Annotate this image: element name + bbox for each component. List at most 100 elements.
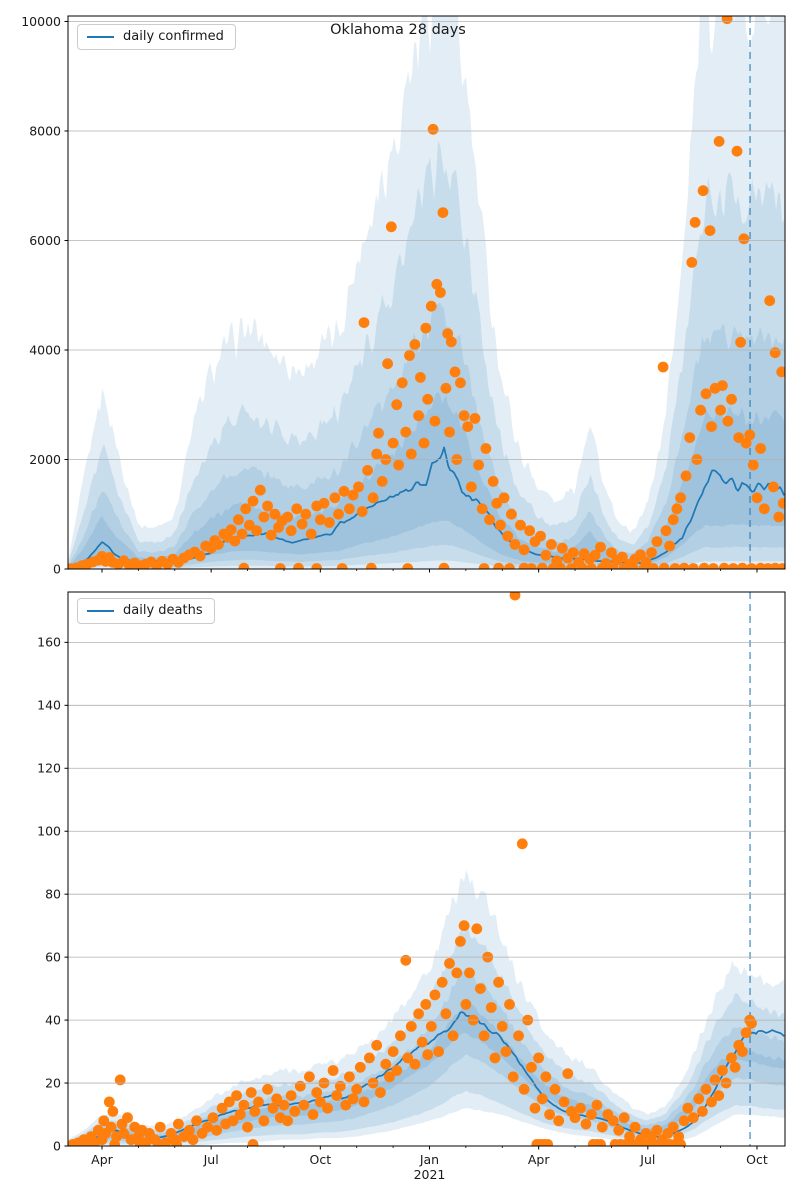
data-point xyxy=(262,500,273,512)
data-point xyxy=(445,336,457,348)
data-point xyxy=(469,413,481,424)
data-point xyxy=(371,448,383,460)
data-point xyxy=(698,562,710,569)
confirmed-band-2 xyxy=(68,140,785,569)
data-point xyxy=(300,508,312,520)
data-point xyxy=(298,1099,310,1111)
x-axis-year-label: 2021 xyxy=(414,1167,446,1182)
confirmed-band-1 xyxy=(68,16,785,569)
confirmed-y-axis: 0 2000 4000 6000 8000 10000 xyxy=(21,14,68,576)
y-tick-label: 0 xyxy=(53,561,61,576)
data-point xyxy=(311,1087,323,1098)
data-point xyxy=(777,497,785,509)
data-point xyxy=(340,1099,352,1111)
data-point xyxy=(729,1061,741,1073)
y-tick-label: 140 xyxy=(37,698,61,713)
data-point xyxy=(747,459,759,471)
data-point xyxy=(413,1008,424,1020)
data-point xyxy=(278,1099,290,1111)
data-point xyxy=(721,16,733,25)
data-point xyxy=(618,562,630,569)
data-point xyxy=(385,221,397,233)
data-point xyxy=(291,503,303,515)
data-point xyxy=(435,287,446,298)
data-point xyxy=(404,350,415,361)
data-point xyxy=(746,1017,757,1029)
data-point xyxy=(405,448,417,460)
data-point xyxy=(353,481,364,493)
data-point xyxy=(440,382,452,394)
data-point xyxy=(462,421,474,432)
confirmed-axes-frame xyxy=(67,15,786,570)
data-point xyxy=(555,562,566,569)
data-point xyxy=(267,1102,279,1114)
data-point xyxy=(422,393,434,405)
data-point xyxy=(318,497,330,509)
data-point xyxy=(227,1115,239,1127)
data-point xyxy=(187,1134,199,1146)
x-tick-label: Jul xyxy=(203,1152,219,1167)
data-point xyxy=(607,1115,619,1127)
data-point xyxy=(735,336,746,348)
deaths-y-axis: 0 20 40 60 80 100 120 140 160 xyxy=(37,635,68,1153)
data-point xyxy=(689,217,701,228)
data-point xyxy=(455,377,466,389)
data-point xyxy=(717,380,728,391)
data-point xyxy=(580,1118,592,1130)
confirmed-x-axis xyxy=(101,569,758,573)
data-point xyxy=(504,563,515,569)
data-point xyxy=(444,426,455,438)
y-tick-label: 120 xyxy=(37,761,61,776)
data-point xyxy=(393,459,404,471)
data-point xyxy=(680,470,692,482)
data-point xyxy=(546,539,557,550)
data-point xyxy=(460,999,472,1010)
data-point xyxy=(606,547,617,558)
data-point xyxy=(726,1052,737,1064)
data-point xyxy=(358,1096,370,1108)
data-point xyxy=(596,562,608,569)
data-point xyxy=(700,388,712,400)
data-point xyxy=(567,547,579,558)
y-tick-label: 100 xyxy=(37,824,61,839)
data-point xyxy=(356,506,368,517)
deaths-axes-frame xyxy=(67,591,786,1147)
data-point xyxy=(265,529,277,541)
data-point xyxy=(354,1061,366,1073)
data-point xyxy=(242,1121,253,1133)
data-point xyxy=(473,459,484,471)
data-point xyxy=(231,1090,243,1101)
data-point xyxy=(409,339,421,350)
data-point xyxy=(294,1080,306,1092)
data-point xyxy=(562,1068,574,1079)
data-point xyxy=(236,528,248,540)
data-point xyxy=(687,1112,699,1124)
x-tick-label: Jul xyxy=(639,1152,655,1167)
data-point xyxy=(493,562,504,569)
data-point xyxy=(540,549,552,561)
data-point xyxy=(638,562,650,569)
data-point xyxy=(296,518,308,530)
data-point xyxy=(542,1139,554,1146)
data-point xyxy=(464,967,475,979)
data-point xyxy=(140,1137,152,1146)
data-point xyxy=(282,1115,293,1127)
data-point xyxy=(544,1109,555,1120)
data-point xyxy=(755,443,766,454)
data-point xyxy=(409,1058,421,1070)
data-point xyxy=(216,1102,228,1114)
data-point xyxy=(717,1065,728,1076)
data-point xyxy=(238,562,250,569)
data-point xyxy=(596,1121,608,1133)
data-point xyxy=(669,563,681,569)
data-point xyxy=(658,562,670,569)
data-point xyxy=(667,514,679,526)
data-point xyxy=(471,923,483,935)
data-point xyxy=(400,426,412,438)
data-point xyxy=(194,550,206,562)
data-point xyxy=(695,404,706,416)
data-point xyxy=(616,551,628,563)
legend-deaths: daily deaths xyxy=(77,598,215,624)
data-point xyxy=(475,983,486,994)
